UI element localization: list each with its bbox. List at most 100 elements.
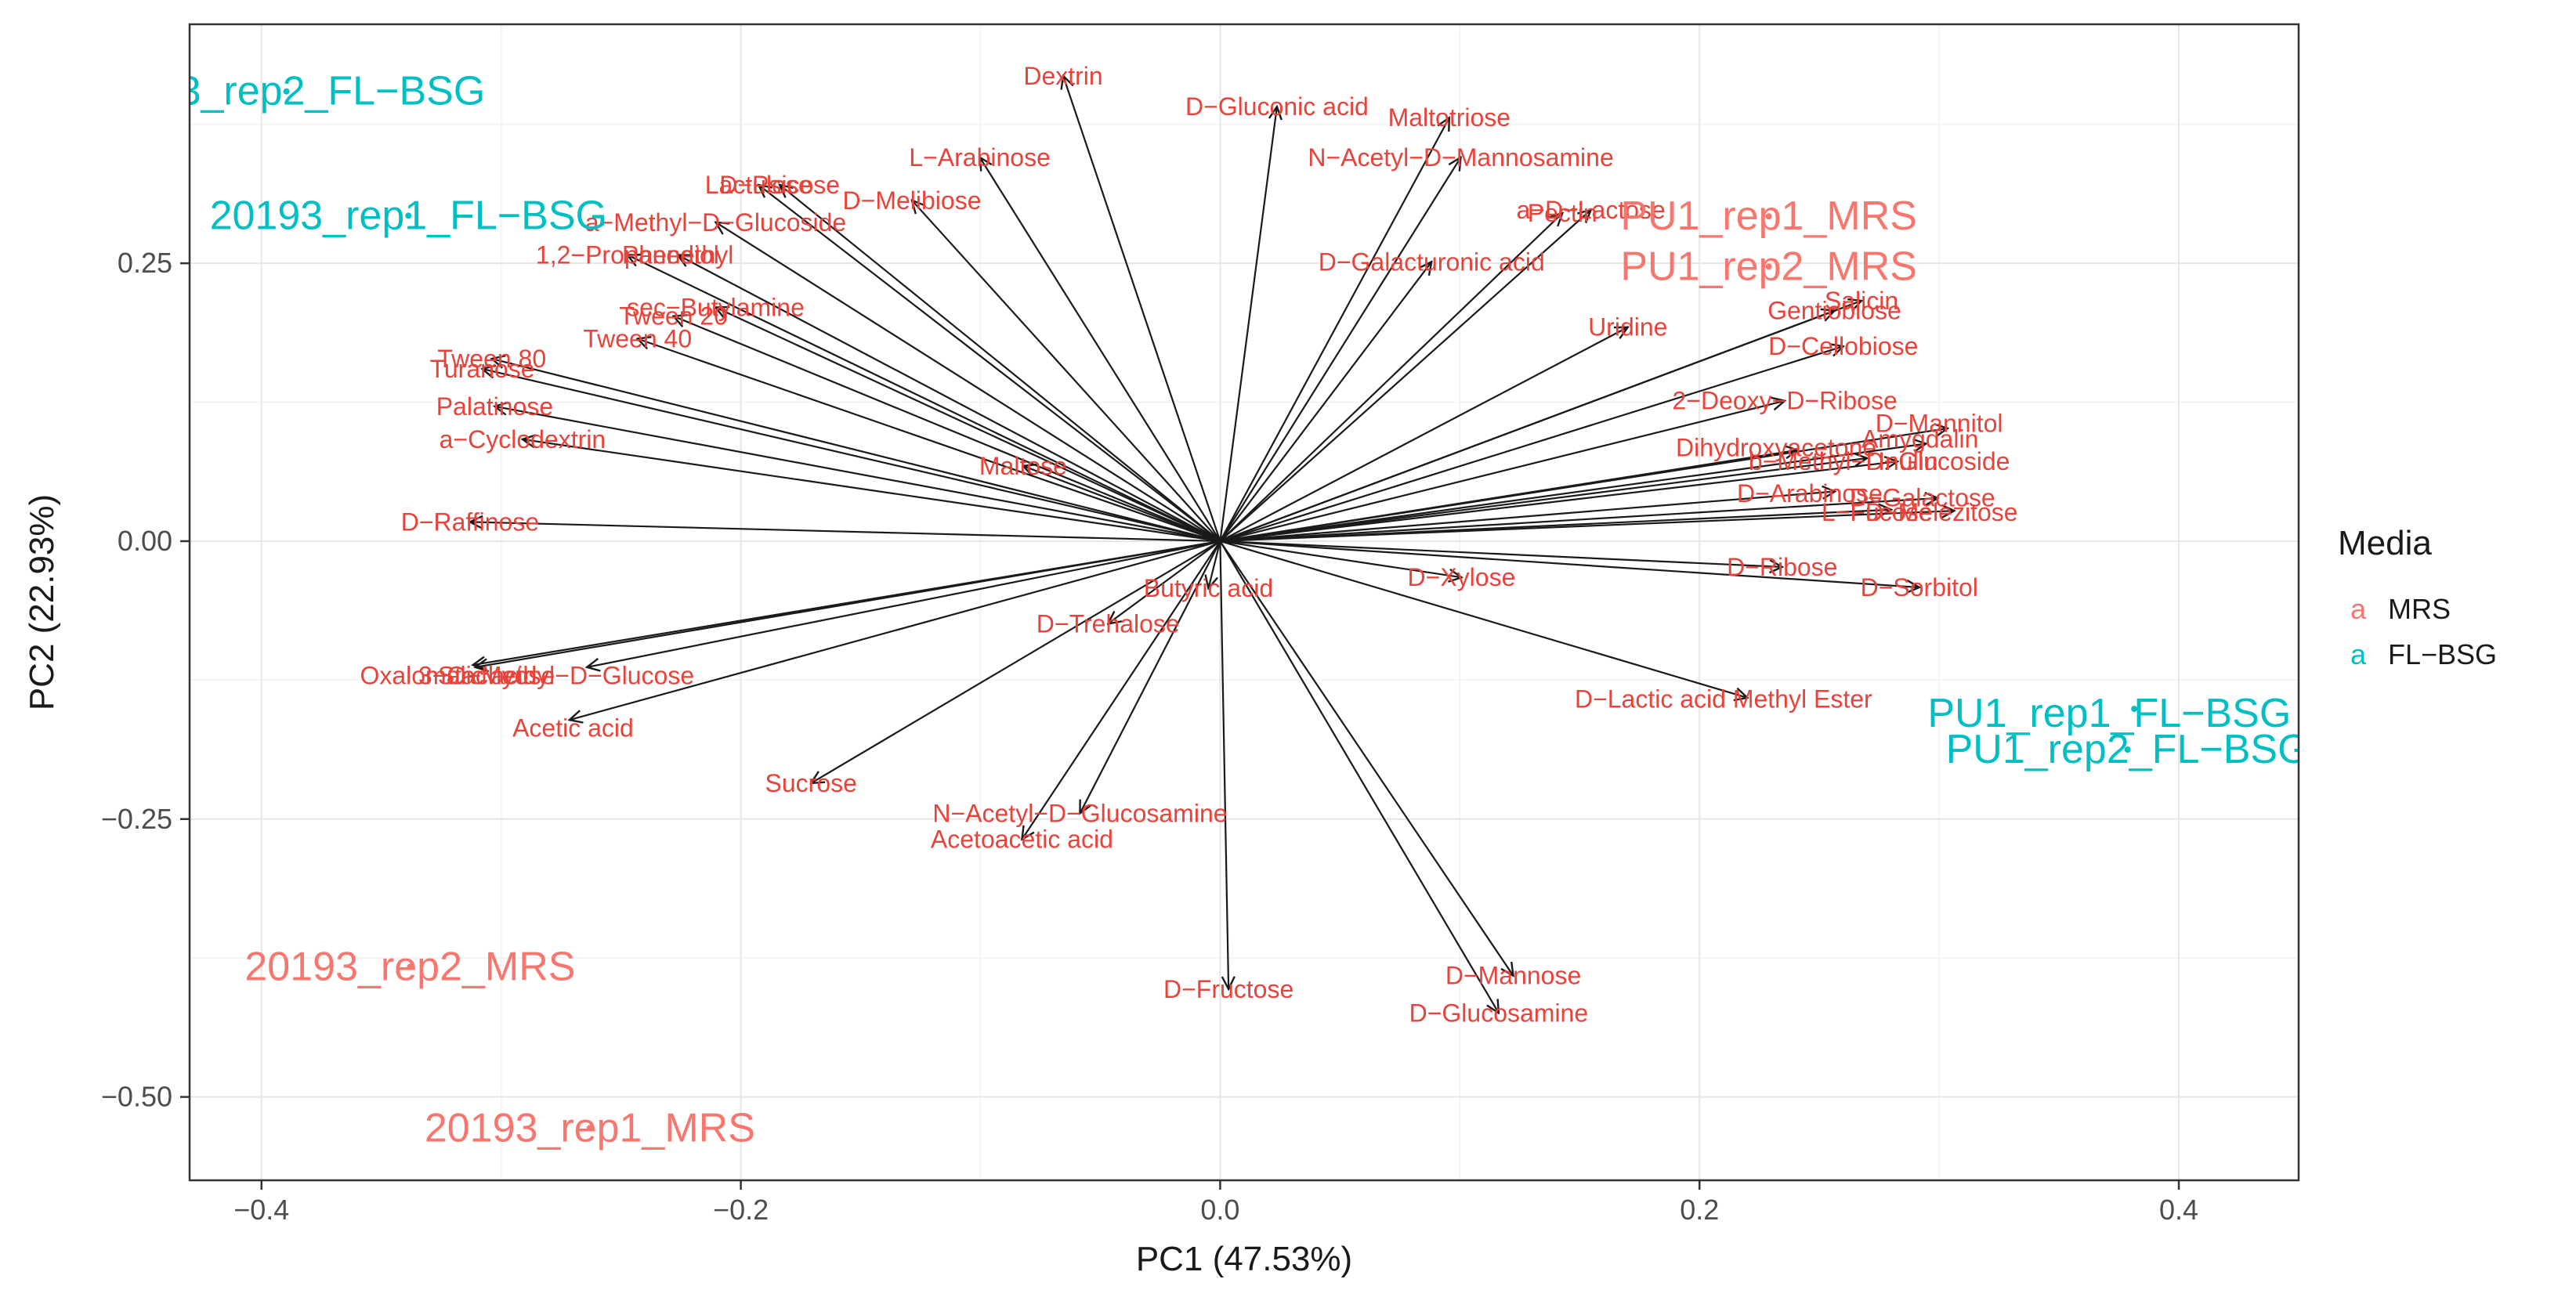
sample-point xyxy=(283,88,290,95)
loading-arrow xyxy=(1219,327,1627,542)
y-tick-label: −0.25 xyxy=(101,803,172,835)
axes: −0.4 −0.2 0.0 0.2 0.4 −0.50 −0.25 0.00 0.25 xyxy=(101,247,2198,1226)
loading-label: Lactulose xyxy=(705,171,812,199)
loading-label: Dihydroxyacetone xyxy=(1676,434,1876,462)
loading-label: L−Arabinose xyxy=(909,143,1051,172)
sample-point xyxy=(1765,213,1772,220)
loading-arrow xyxy=(1219,540,1228,989)
loading-label: Turanose xyxy=(430,355,535,383)
loading-label: a−Methyl−D−Glucoside xyxy=(585,208,847,237)
loading-arrow xyxy=(1220,498,1937,543)
sample-point xyxy=(407,963,414,970)
loading-label: Stachyose xyxy=(438,662,555,690)
loading-label: 1,2−Propanediol xyxy=(536,240,719,269)
sample-point xyxy=(2124,746,2131,753)
sample-point xyxy=(586,1125,593,1132)
loading-label: sec−Butylamine xyxy=(627,293,805,321)
loading-arrow xyxy=(1219,210,1590,542)
loading-label: D−Sorbitol xyxy=(1861,573,1978,602)
loading-arrow xyxy=(1219,157,1460,542)
loading-label: D−Melezitose xyxy=(1865,498,2018,526)
loading-arrow xyxy=(476,540,1221,667)
sample-label: PU1_rep1_FL−BSG xyxy=(1927,691,2291,736)
loading-arrow xyxy=(1220,540,1919,587)
loading-arrow xyxy=(570,540,1221,720)
x-axis-title: PC1 (47.53%) xyxy=(1136,1240,1352,1278)
legend-key: a xyxy=(2350,593,2367,625)
loading-label: a−Cyclodextrin xyxy=(440,425,606,453)
loading-arrow xyxy=(1208,540,1221,588)
loading-label: N−Acetyl−D−Glucosamine xyxy=(932,800,1227,828)
loading-label: Pectin xyxy=(1528,199,1597,227)
loading-label: Acetoacetic acid xyxy=(931,826,1113,854)
loading-label: D−Xylose xyxy=(1408,563,1516,591)
loading-arrow xyxy=(1080,540,1221,814)
loading-label: Salicin xyxy=(1825,287,1898,315)
loading-label: D−Mannose xyxy=(1445,962,1581,990)
sample-point xyxy=(1765,263,1772,270)
loading-label: D−Lactic acid Methyl Ester xyxy=(1575,685,1872,713)
loading-arrow xyxy=(1063,76,1221,542)
sample-label: 20193_rep2_MRS xyxy=(244,945,575,990)
sample-label: 20193_rep1_MRS xyxy=(425,1105,755,1151)
loading-label: D−Fructose xyxy=(1163,975,1293,1003)
loading-label: Tween 80 xyxy=(437,345,546,373)
loading-arrow xyxy=(980,157,1221,542)
loading-arrow xyxy=(678,255,1221,542)
legend-title: Media xyxy=(2338,524,2432,562)
loading-label: D−Trehalose xyxy=(1037,609,1180,638)
loading-arrow xyxy=(638,339,1221,542)
loading-label: b−Methyl−D−Glucoside xyxy=(1749,447,2010,475)
loading-label: D−Galactose xyxy=(1850,484,1995,512)
loading-label: Acetic acid xyxy=(512,714,634,742)
loading-arrow xyxy=(912,201,1221,542)
loading-arrow xyxy=(1220,346,1843,542)
loading-arrow xyxy=(1220,461,1897,543)
loading-label: Maltose xyxy=(979,452,1067,480)
loading-label: Palatinose xyxy=(436,392,553,421)
loading-label: a−D−Lactose xyxy=(1516,196,1665,224)
loading-label: D−Galacturonic acid xyxy=(1319,247,1545,276)
x-tick-label: 0.0 xyxy=(1200,1194,1239,1226)
loading-arrow xyxy=(483,369,1221,543)
loading-label: 2−Deoxy−D−Ribose xyxy=(1672,387,1897,415)
loading-label: D−Mannitol xyxy=(1876,410,2003,438)
sample-points: PU1_rep1_MRS PU1_rep2_MRS 20193_rep2_MRS 20… xyxy=(88,69,2299,1151)
loading-label: D−Cellobiose xyxy=(1768,332,1918,360)
loading-label: Butyric acid xyxy=(1144,574,1273,602)
gridlines xyxy=(190,24,2299,1180)
loading-arrow xyxy=(1219,540,1498,1013)
loading-arrow xyxy=(492,359,1221,543)
loading-label: D−Raffinose xyxy=(401,508,539,536)
loading-label: Oxalomalic acid xyxy=(360,662,537,690)
sample-label: 20193_rep2_FL−BSG xyxy=(88,69,485,114)
loading-arrow xyxy=(674,316,1221,542)
loading-label: Sucrose xyxy=(765,769,857,797)
y-tick-label: 0.00 xyxy=(118,525,172,557)
loading-arrow xyxy=(1022,540,1221,840)
legend-label: MRS xyxy=(2388,593,2451,625)
x-tick-label: −0.2 xyxy=(713,1194,769,1226)
loading-arrow xyxy=(715,307,1221,542)
loading-arrow xyxy=(1220,540,1747,698)
loading-label: Amygdalin xyxy=(1861,425,1978,453)
loading-label: 3−O−Methyl−D−Glucose xyxy=(418,662,694,690)
loading-arrow xyxy=(470,522,1221,543)
loading-label: D−Ribose xyxy=(1727,553,1837,581)
loading-arrow xyxy=(715,222,1221,542)
loading-label: Tween 40 xyxy=(583,325,692,353)
loading-label: N−Acetyl−D−Mannosamine xyxy=(1308,143,1613,172)
loading-vectors: Dextrin D−Gluconic acid Maltotriose N−Acety… xyxy=(360,62,2017,1027)
y-tick-label: −0.50 xyxy=(101,1081,172,1113)
legend-key: a xyxy=(2350,638,2367,670)
legend: Media a MRS a FL−BSG xyxy=(2338,524,2497,670)
y-tick-label: 0.25 xyxy=(118,247,172,279)
loading-arrow xyxy=(1220,540,1461,577)
sample-label: PU1_rep1_MRS xyxy=(1620,193,1917,239)
sample-point xyxy=(405,212,412,219)
loading-arrow xyxy=(628,255,1221,542)
sample-label: 20193_rep1_FL−BSG xyxy=(210,193,607,238)
loading-arrow xyxy=(1220,401,1785,543)
y-axis-title: PC2 (22.93%) xyxy=(23,494,61,710)
